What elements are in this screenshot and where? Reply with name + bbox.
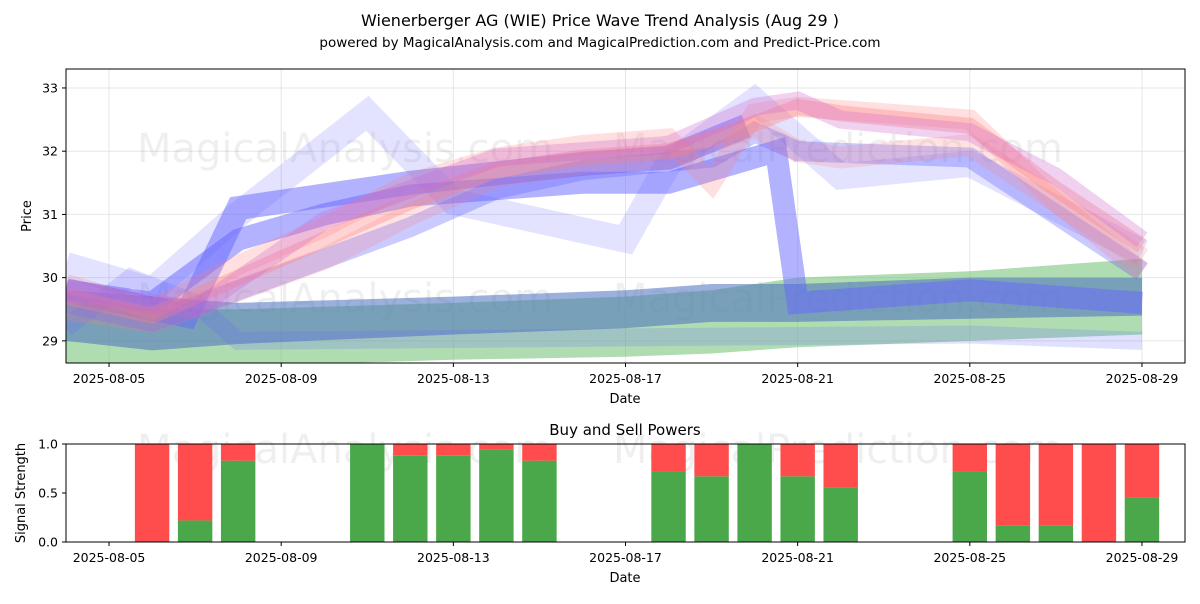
buy-bar xyxy=(1124,497,1160,542)
sell-bar xyxy=(522,444,557,461)
signal-xtick-label: 2025-08-13 xyxy=(417,550,490,565)
price-wave-line xyxy=(66,267,1143,350)
buy-bar xyxy=(350,444,385,542)
signal-xlabel: Date xyxy=(609,571,640,586)
signal-ylabel: Signal Strength xyxy=(14,443,29,543)
signal-ytick-label: 0.0 xyxy=(38,535,58,550)
price-xtick-label: 2025-08-17 xyxy=(589,371,662,386)
sell-bar xyxy=(393,444,428,456)
price-ytick-label: 29 xyxy=(42,333,58,348)
buy-bar xyxy=(522,460,557,542)
price-wave-line xyxy=(66,91,1148,319)
signal-xtick-label: 2025-08-25 xyxy=(933,550,1006,565)
price-xlabel: Date xyxy=(609,392,640,407)
price-xtick-label: 2025-08-29 xyxy=(1106,371,1179,386)
price-ytick-label: 32 xyxy=(42,144,58,159)
buy-bar xyxy=(220,460,256,542)
price-xtick-label: 2025-08-09 xyxy=(245,371,318,386)
buy-bar xyxy=(780,476,815,542)
price-xtick-label: 2025-08-25 xyxy=(933,371,1006,386)
price-marks xyxy=(66,83,1149,363)
buy-bar xyxy=(436,455,471,542)
price-ytick-label: 33 xyxy=(42,80,58,95)
price-panel: MagicalAnalysis.com MagicalPrediction.co… xyxy=(20,68,1186,407)
buy-bar xyxy=(393,455,428,542)
price-wave-line xyxy=(66,120,1148,333)
sell-bar xyxy=(436,444,471,456)
buy-bar xyxy=(1038,525,1074,542)
buy-bar xyxy=(651,471,686,542)
signal-title: Buy and Sell Powers xyxy=(549,421,701,439)
signal-xtick-label: 2025-08-21 xyxy=(761,550,834,565)
buy-bar xyxy=(995,525,1031,542)
sell-bar xyxy=(952,444,988,472)
signal-xtick-label: 2025-08-17 xyxy=(589,550,662,565)
figure-subtitle: powered by MagicalAnalysis.com and Magic… xyxy=(319,35,880,51)
signal-ytick-label: 1.0 xyxy=(38,437,58,452)
price-xtick-label: 2025-08-13 xyxy=(417,371,490,386)
price-wave-line xyxy=(66,83,1148,305)
buy-bar xyxy=(823,487,858,542)
sell-bar xyxy=(995,444,1031,526)
sell-bar xyxy=(694,444,729,477)
price-wave-line xyxy=(66,113,1149,334)
buy-bar xyxy=(177,520,213,542)
price-xtick-label: 2025-08-21 xyxy=(761,371,834,386)
sell-bar xyxy=(1124,444,1160,498)
signal-ytick-label: 0.5 xyxy=(38,486,58,501)
signal-panel: Buy and Sell Powers MagicalAnalysis.com … xyxy=(14,421,1186,586)
signal-ticks: 2025-08-05 2025-08-09 2025-08-13 2025-08-17… xyxy=(38,437,1178,566)
buy-bar xyxy=(479,449,514,542)
price-ytick-label: 30 xyxy=(42,270,58,285)
sell-bar xyxy=(1081,444,1117,542)
price-ticks: 2025-08-05 2025-08-09 2025-08-13 2025-08-17… xyxy=(42,80,1178,386)
price-ylabel: Price xyxy=(20,200,35,232)
sell-bar xyxy=(823,444,858,488)
price-ytick-label: 31 xyxy=(42,207,58,222)
price-wave-line xyxy=(66,96,1149,321)
price-wave-line xyxy=(66,98,1147,324)
signal-xtick-label: 2025-08-09 xyxy=(245,550,318,565)
sell-bar xyxy=(479,444,514,450)
price-wave-line xyxy=(66,137,1143,315)
figure-title: Wienerberger AG (WIE) Price Wave Trend A… xyxy=(361,11,839,30)
signal-xtick-label: 2025-08-05 xyxy=(73,550,146,565)
buy-bar xyxy=(694,476,729,542)
sell-bar xyxy=(134,444,170,542)
sell-bar xyxy=(1038,444,1074,526)
buy-bar xyxy=(952,471,988,542)
price-xtick-label: 2025-08-05 xyxy=(73,371,146,386)
signal-xtick-label: 2025-08-29 xyxy=(1106,550,1179,565)
price-wave-line xyxy=(66,114,751,330)
sell-bar xyxy=(651,444,686,472)
sell-bar xyxy=(780,444,815,477)
signal-bars xyxy=(134,444,1160,542)
buy-bar xyxy=(737,444,772,542)
sell-bar xyxy=(220,444,256,461)
sell-bar xyxy=(177,444,213,521)
